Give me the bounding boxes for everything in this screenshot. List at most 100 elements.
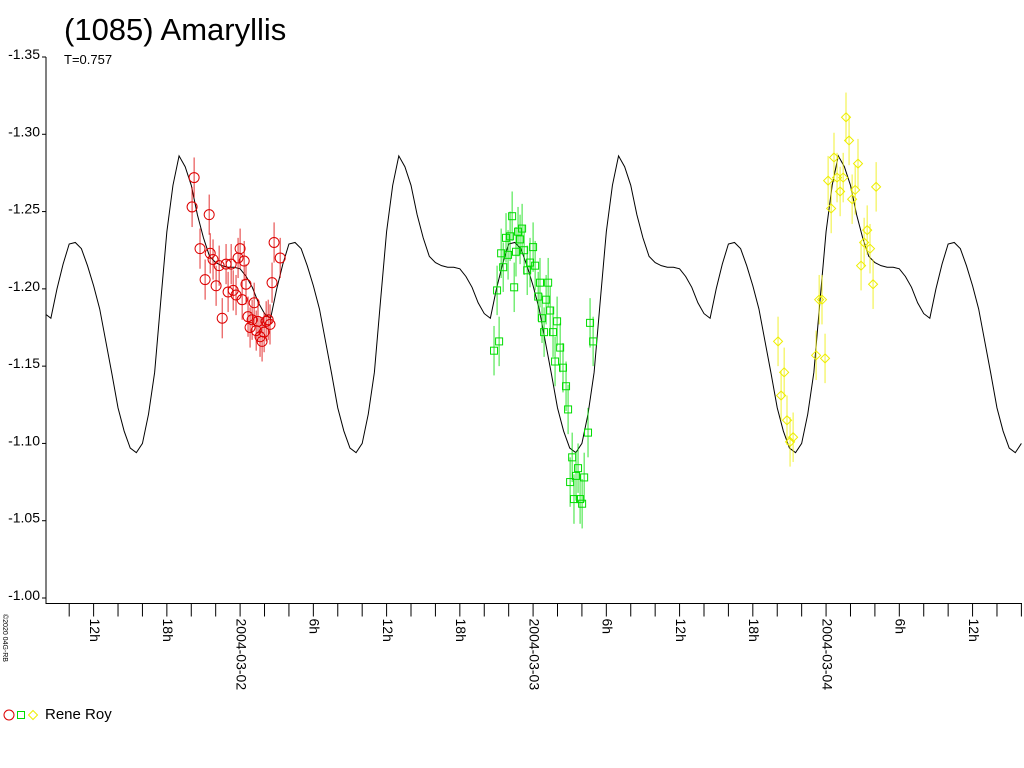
y-tick-label: -1.00: [8, 587, 40, 603]
data-point: [504, 250, 513, 259]
chart-title: (1085) Amaryllis: [64, 12, 286, 47]
data-point: [490, 346, 499, 355]
data-point: [569, 495, 578, 504]
data-point: [834, 186, 846, 197]
data-point: [495, 337, 504, 346]
data-point: [213, 260, 225, 272]
data-point: [837, 172, 849, 183]
data-point: [188, 172, 200, 184]
x-tick-label: 18h: [160, 619, 176, 642]
y-tick-label: -1.10: [8, 432, 40, 448]
data-point: [538, 314, 547, 323]
data-point: [242, 311, 254, 323]
data-point: [861, 224, 873, 236]
data-point: [574, 464, 583, 473]
x-tick-label: 18h: [453, 619, 469, 642]
model-curve: [46, 154, 1022, 454]
data-point: [867, 279, 879, 290]
data-point: [784, 436, 796, 448]
data-point: [248, 297, 260, 309]
credit: ©2020 04G-RB: [1, 614, 9, 662]
data-point: [580, 473, 589, 482]
y-tick-label: -1.15: [8, 355, 40, 371]
legend-label: Rene Roy: [45, 706, 112, 723]
data-point: [240, 278, 252, 290]
plot-area: [46, 92, 1022, 529]
data-point: [531, 261, 540, 270]
data-point: [772, 336, 784, 347]
data-point: [536, 278, 545, 287]
data-point: [566, 478, 575, 487]
data-point: [502, 233, 511, 242]
data-point: [518, 224, 527, 233]
data-point: [542, 295, 551, 304]
chart-subtitle: T=0.757: [64, 52, 112, 67]
data-point: [870, 181, 882, 193]
x-tick-label: 6h: [307, 619, 323, 635]
data-point: [260, 315, 272, 327]
data-point: [775, 390, 787, 401]
data-point: [186, 201, 198, 213]
data-point: [264, 318, 276, 330]
data-point: [828, 152, 840, 163]
data-point: [825, 203, 837, 214]
x-tick-label: 2004-03-03: [526, 619, 542, 691]
data-point: [236, 294, 248, 306]
data-point: [855, 260, 867, 271]
data-point: [262, 314, 274, 326]
data-point: [578, 499, 587, 508]
y-tick-label: -1.20: [8, 278, 40, 294]
data-point: [553, 317, 562, 326]
data-point: [819, 353, 831, 364]
data-point: [516, 235, 525, 244]
data-point: [540, 328, 549, 337]
data-point: [576, 495, 585, 504]
data-point: [216, 312, 228, 324]
data-point: [508, 212, 517, 221]
data-point: [194, 243, 206, 255]
data-point: [787, 432, 799, 443]
y-tick-label: -1.30: [8, 123, 40, 139]
data-point: [551, 357, 560, 366]
y-tick-label: -1.25: [8, 201, 40, 217]
data-point: [234, 243, 246, 255]
data-point: [506, 232, 515, 241]
data-point: [210, 280, 222, 292]
data-point: [564, 405, 573, 414]
data-point: [222, 286, 234, 298]
x-tick-label: 18h: [746, 619, 762, 642]
data-point: [274, 252, 286, 264]
data-point: [810, 350, 822, 361]
data-point: [840, 112, 852, 123]
data-point: [572, 471, 581, 480]
data-point: [523, 266, 532, 275]
data-point: [204, 247, 216, 259]
data-point: [546, 306, 555, 315]
data-point: [778, 367, 790, 378]
x-tick-label: 12h: [380, 619, 396, 642]
data-point: [199, 274, 211, 286]
data-point: [858, 237, 870, 248]
data-point: [220, 258, 232, 270]
data-point: [225, 258, 237, 270]
data-point: [843, 135, 855, 146]
data-point: [266, 277, 278, 289]
x-tick-label: 6h: [893, 619, 909, 635]
data-point: [534, 292, 543, 301]
data-point: [268, 236, 280, 248]
legend-marker: [17, 711, 25, 719]
data-point: [846, 193, 858, 205]
data-point: [544, 278, 553, 287]
data-point: [499, 263, 508, 272]
data-point: [568, 453, 577, 462]
legend-marker: [27, 709, 39, 721]
data-point: [203, 209, 215, 221]
data-point: [562, 382, 571, 391]
legend-marker: [3, 709, 15, 721]
data-point: [511, 247, 520, 256]
y-tick-label: -1.35: [8, 46, 40, 62]
data-point: [822, 175, 834, 186]
data-point: [586, 318, 595, 327]
